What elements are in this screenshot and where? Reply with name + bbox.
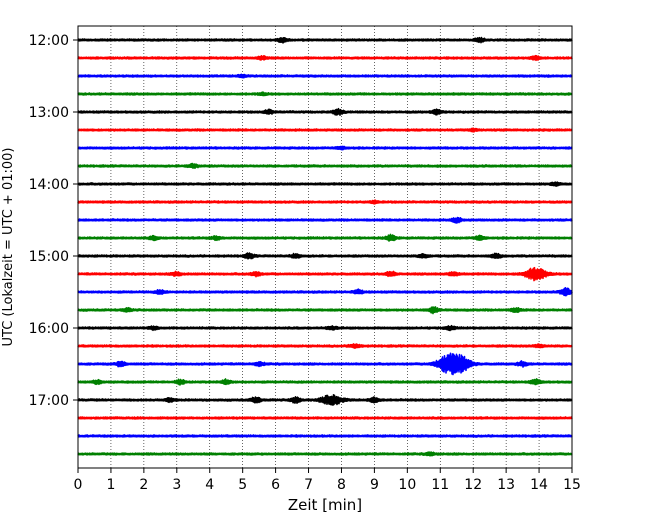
plot-frame — [77, 25, 573, 469]
x-tick-label: 3 — [172, 477, 181, 493]
x-tick-label: 15 — [563, 477, 581, 493]
trace-row-1345 — [77, 162, 573, 170]
x-tick-label: 13 — [497, 477, 515, 493]
y-tick-label: 16:00 — [29, 321, 69, 337]
trace-row-1715 — [77, 416, 573, 420]
trace-row-1245 — [77, 91, 573, 97]
trace-row-1645 — [77, 378, 573, 386]
trace-row-1530 — [77, 287, 573, 297]
x-tick-label: 1 — [106, 477, 115, 493]
x-axis-label: Zeit [min] — [288, 496, 362, 514]
trace-row-1615 — [77, 343, 573, 350]
trace-row-1700 — [77, 394, 573, 406]
x-tick-label: 11 — [431, 477, 449, 493]
trace-row-1330 — [77, 145, 573, 151]
y-tick-label: 13:00 — [29, 105, 69, 121]
trace-row-1230 — [77, 73, 573, 79]
x-tick-label: 9 — [370, 477, 379, 493]
x-tick-label: 8 — [337, 477, 346, 493]
trace-row-1215 — [77, 54, 573, 62]
trace-row-1500 — [77, 252, 573, 260]
x-tick-label: 7 — [304, 477, 313, 493]
trace-row-1745 — [77, 451, 573, 457]
trace-row-1400 — [77, 181, 573, 187]
trace-row-1200 — [77, 36, 573, 44]
y-axis-ticks: 12:00 13:00 14:00 15:00 16:00 17:00 — [29, 33, 78, 409]
x-tick-label: 5 — [238, 477, 247, 493]
x-tick-label: 6 — [271, 477, 280, 493]
x-tick-label: 2 — [139, 477, 148, 493]
x-axis-ticks: 0 1 2 3 4 5 6 7 8 9 10 11 12 13 14 15 — [74, 468, 581, 493]
trace-row-1300 — [77, 107, 573, 116]
y-axis-label: UTC (Lokalzeit = UTC + 01:00) — [1, 148, 16, 347]
x-tick-label: 0 — [74, 477, 83, 493]
trace-row-1630 — [77, 352, 573, 376]
trace-row-1445 — [77, 233, 573, 242]
trace-row-1315 — [77, 127, 573, 133]
x-tick-label: 12 — [464, 477, 482, 493]
y-tick-label: 15:00 — [29, 249, 69, 265]
y-tick-label: 14:00 — [29, 177, 69, 193]
x-tick-label: 10 — [398, 477, 416, 493]
x-tick-label: 14 — [530, 477, 548, 493]
y-tick-label: 12:00 — [29, 33, 69, 49]
seismic-traces — [77, 36, 573, 457]
trace-row-1415 — [77, 199, 573, 205]
y-tick-label: 17:00 — [29, 393, 69, 409]
trace-row-1515 — [77, 266, 573, 282]
trace-row-1730 — [77, 434, 573, 438]
x-tick-label: 4 — [205, 477, 214, 493]
trace-row-1545 — [77, 306, 573, 315]
trace-row-1430 — [77, 216, 573, 224]
trace-row-1600 — [77, 324, 573, 332]
